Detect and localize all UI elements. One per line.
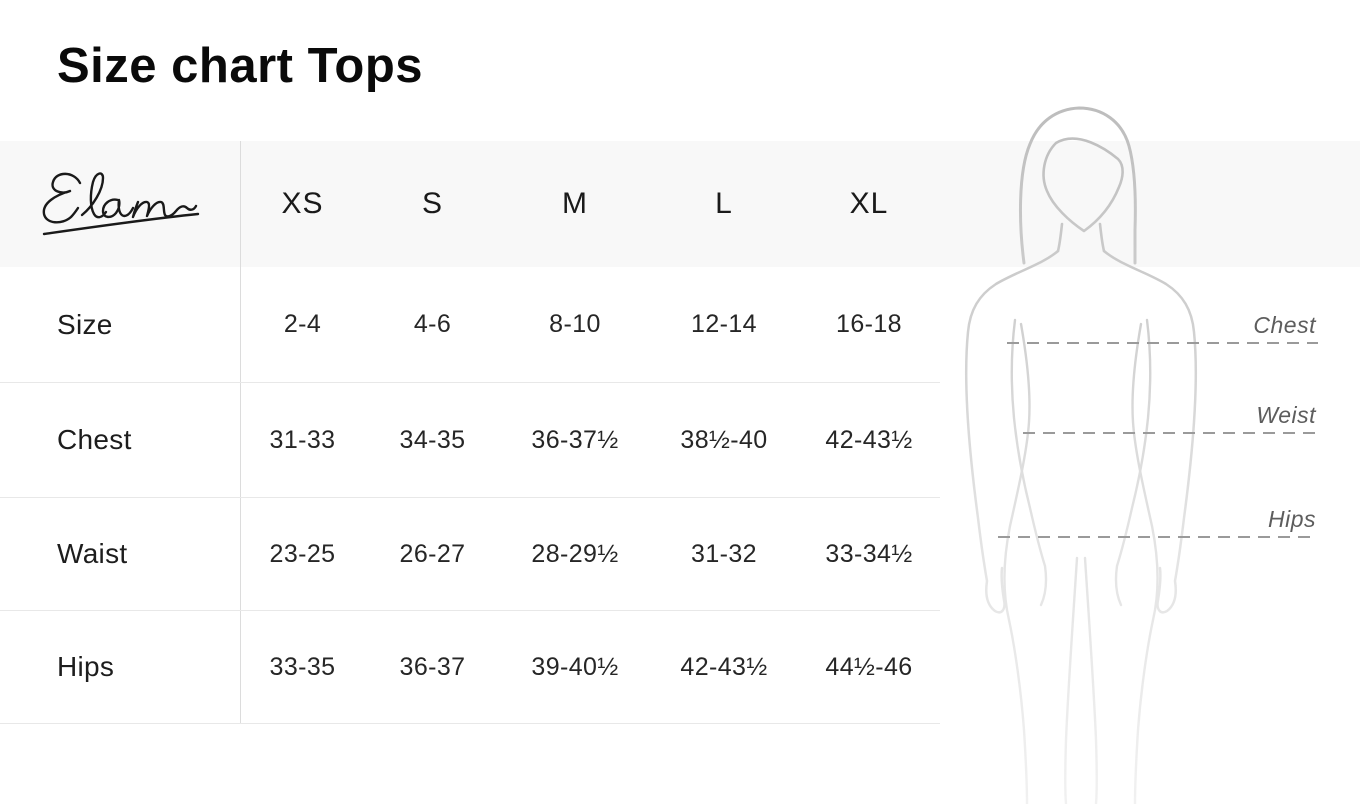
chest-measure-line xyxy=(1007,342,1318,344)
elan-script-logo-icon xyxy=(42,172,200,236)
waist-m: 28-29½ xyxy=(531,539,619,568)
table-row-size: Size 2-4 4-6 8-10 12-14 16-18 xyxy=(0,267,940,383)
table-column-divider xyxy=(240,141,241,723)
row-label-size: Size xyxy=(57,308,113,340)
size-xl: 16-18 xyxy=(836,310,902,338)
table-row-hips: Hips 33-35 36-37 39-40½ 42-43½ 44½-46 xyxy=(0,611,940,724)
chest-xl: 42-43½ xyxy=(825,425,913,454)
column-header-xl: XL xyxy=(849,187,889,220)
waist-s: 26-27 xyxy=(399,539,466,568)
hips-measure-line xyxy=(998,536,1318,538)
size-xs: 2-4 xyxy=(283,310,322,338)
chest-xs: 31-33 xyxy=(269,425,336,454)
waist-xs: 23-25 xyxy=(269,539,336,568)
figure-hair xyxy=(1018,106,1137,265)
waist-measure-label: Weist xyxy=(1256,402,1316,428)
waist-measure-line xyxy=(1023,432,1318,434)
column-header-s: S xyxy=(421,187,443,220)
table-header-row: Elan XS S M L XL xyxy=(0,141,940,267)
chest-m: 36-37½ xyxy=(531,425,619,454)
row-label-chest: Chest xyxy=(57,424,132,455)
hips-l: 42-43½ xyxy=(680,652,768,681)
size-s: 4-6 xyxy=(413,310,452,338)
waist-xl: 33-34½ xyxy=(825,539,913,568)
size-l: 12-14 xyxy=(691,310,757,338)
column-header-m: M xyxy=(562,187,588,220)
chest-l: 38½-40 xyxy=(680,425,768,454)
hips-xl: 44½-46 xyxy=(825,652,913,681)
hips-m: 39-40½ xyxy=(531,652,619,681)
chest-measure-label: Chest xyxy=(1253,312,1316,338)
body-figure-illustration xyxy=(964,106,1198,804)
table-row-waist: Waist 23-25 26-27 28-29½ 31-32 33-34½ xyxy=(0,498,940,611)
size-table: Elan XS S M L XL Size 2-4 4-6 xyxy=(0,141,940,724)
figure-face xyxy=(1042,137,1124,233)
size-m: 8-10 xyxy=(549,310,601,338)
page-title: Size chart Tops xyxy=(57,39,424,93)
hips-s: 36-37 xyxy=(399,652,466,681)
chest-s: 34-35 xyxy=(399,425,466,454)
brand-logo: Elan xyxy=(0,141,240,267)
row-label-hips: Hips xyxy=(57,651,115,682)
table-row-chest: Chest 31-33 34-35 36-37½ 38½-40 42-43½ xyxy=(0,383,940,498)
row-label-waist: Waist xyxy=(57,538,128,569)
hips-measure-label: Hips xyxy=(1267,506,1316,532)
hips-xs: 33-35 xyxy=(269,652,336,681)
waist-l: 31-32 xyxy=(691,539,757,568)
column-header-l: L xyxy=(715,187,733,220)
column-header-xs: XS xyxy=(281,187,324,220)
